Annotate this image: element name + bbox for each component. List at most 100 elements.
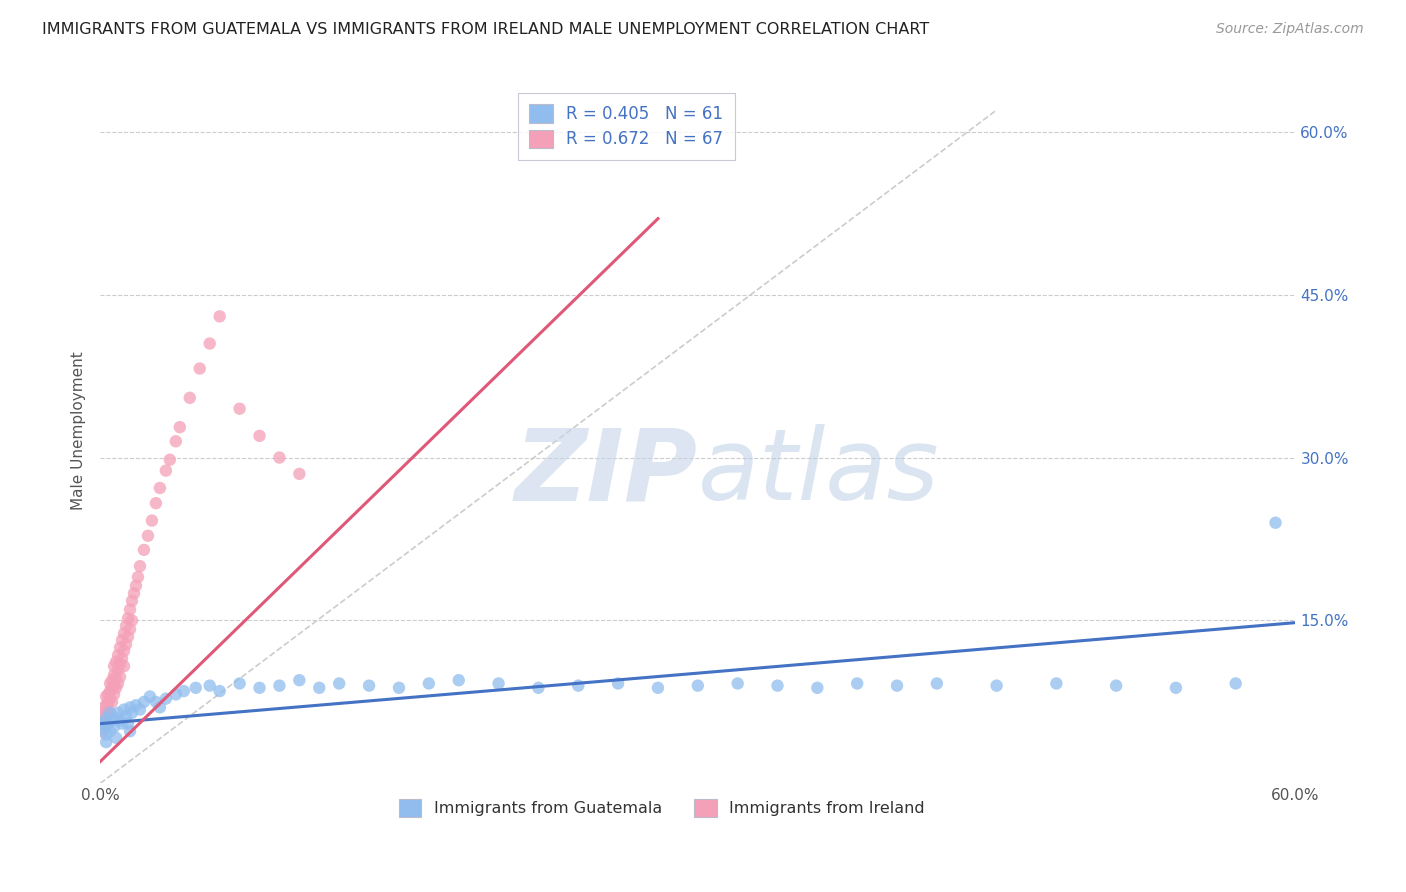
Point — [107, 676, 129, 690]
Point — [107, 662, 129, 676]
Point — [359, 679, 381, 693]
Point — [94, 727, 117, 741]
Point — [121, 614, 143, 628]
Point — [118, 700, 141, 714]
Point — [94, 735, 117, 749]
Point — [97, 702, 120, 716]
Point — [925, 676, 948, 690]
Point — [91, 724, 114, 739]
Point — [105, 681, 128, 695]
Point — [141, 514, 163, 528]
Point — [145, 496, 167, 510]
Point — [107, 706, 129, 720]
Point — [108, 640, 131, 655]
Point — [886, 679, 908, 693]
Point — [94, 690, 117, 704]
Point — [121, 706, 143, 720]
Point — [155, 464, 177, 478]
Point — [766, 679, 789, 693]
Point — [198, 679, 221, 693]
Text: atlas: atlas — [697, 425, 939, 521]
Point — [111, 633, 134, 648]
Point — [98, 706, 121, 720]
Point — [986, 679, 1008, 693]
Point — [686, 679, 709, 693]
Point — [103, 679, 125, 693]
Point — [328, 676, 350, 690]
Point — [145, 695, 167, 709]
Point — [269, 450, 291, 465]
Point — [101, 681, 124, 695]
Point — [118, 622, 141, 636]
Point — [129, 702, 152, 716]
Point — [98, 706, 121, 720]
Point — [91, 716, 114, 731]
Point — [136, 529, 159, 543]
Point — [101, 714, 124, 728]
Point — [97, 687, 120, 701]
Point — [98, 724, 121, 739]
Point — [149, 481, 172, 495]
Point — [179, 391, 201, 405]
Point — [108, 714, 131, 728]
Point — [105, 711, 128, 725]
Point — [98, 691, 121, 706]
Point — [1045, 676, 1067, 690]
Point — [112, 644, 135, 658]
Point — [1225, 676, 1247, 690]
Text: IMMIGRANTS FROM GUATEMALA VS IMMIGRANTS FROM IRELAND MALE UNEMPLOYMENT CORRELATI: IMMIGRANTS FROM GUATEMALA VS IMMIGRANTS … — [42, 22, 929, 37]
Point — [447, 673, 470, 688]
Point — [308, 681, 330, 695]
Point — [846, 676, 869, 690]
Y-axis label: Male Unemployment: Male Unemployment — [72, 351, 86, 510]
Point — [169, 420, 191, 434]
Point — [208, 684, 231, 698]
Point — [125, 698, 148, 713]
Point — [94, 698, 117, 713]
Point — [249, 429, 271, 443]
Point — [105, 655, 128, 669]
Point — [155, 691, 177, 706]
Point — [117, 716, 139, 731]
Point — [228, 401, 250, 416]
Point — [103, 659, 125, 673]
Point — [112, 626, 135, 640]
Point — [103, 667, 125, 681]
Point — [165, 434, 187, 449]
Point — [103, 720, 125, 734]
Point — [127, 570, 149, 584]
Point — [121, 594, 143, 608]
Point — [647, 681, 669, 695]
Point — [132, 542, 155, 557]
Point — [93, 700, 115, 714]
Point — [112, 659, 135, 673]
Point — [118, 602, 141, 616]
Point — [93, 722, 115, 736]
Point — [101, 673, 124, 688]
Point — [112, 702, 135, 716]
Point — [111, 651, 134, 665]
Point — [1105, 679, 1128, 693]
Point — [149, 700, 172, 714]
Point — [288, 673, 311, 688]
Point — [567, 679, 589, 693]
Point — [107, 648, 129, 663]
Point — [98, 684, 121, 698]
Point — [129, 559, 152, 574]
Point — [228, 676, 250, 690]
Point — [117, 611, 139, 625]
Point — [184, 681, 207, 695]
Point — [188, 361, 211, 376]
Legend: Immigrants from Guatemala, Immigrants from Ireland: Immigrants from Guatemala, Immigrants fr… — [391, 791, 934, 825]
Point — [388, 681, 411, 695]
Text: ZIP: ZIP — [515, 425, 697, 521]
Point — [105, 731, 128, 745]
Point — [249, 681, 271, 695]
Point — [165, 687, 187, 701]
Point — [93, 706, 115, 720]
Point — [139, 690, 162, 704]
Point — [115, 709, 138, 723]
Point — [727, 676, 749, 690]
Point — [173, 684, 195, 698]
Point — [91, 709, 114, 723]
